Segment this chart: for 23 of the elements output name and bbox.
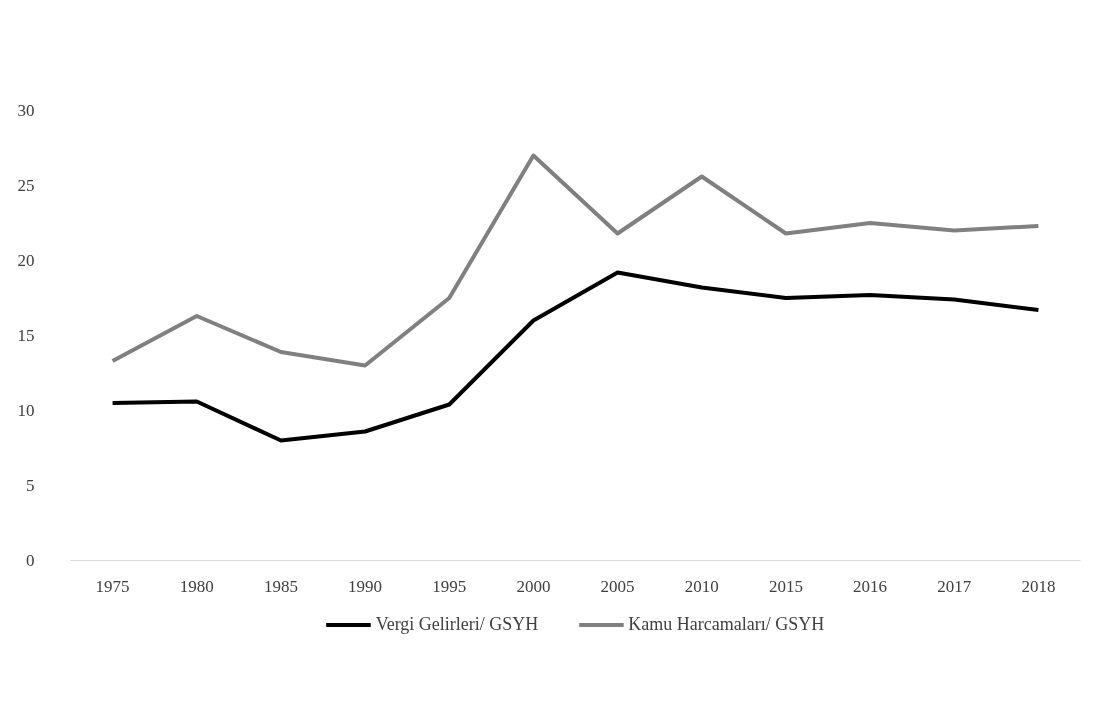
- y-tick-label: 0: [26, 551, 35, 570]
- y-tick-label: 25: [17, 176, 35, 195]
- y-tick-label: 20: [17, 251, 35, 270]
- x-tick-label: 1985: [263, 576, 298, 596]
- x-tick-label: 2000: [516, 576, 551, 596]
- line-series: [110, 270, 1041, 443]
- x-tick-label: 2005: [600, 576, 635, 596]
- x-tick-label: 2018: [1021, 576, 1056, 596]
- x-tick-label: 1995: [432, 576, 467, 596]
- x-tick-label: 2010: [684, 576, 719, 596]
- x-tick-label: 1975: [95, 576, 130, 596]
- legend-label: Vergi Gelirleri/ GSYH: [375, 613, 539, 635]
- x-tick-label: 2017: [937, 576, 972, 596]
- y-tick-label: 5: [26, 476, 35, 495]
- legend-label: Kamu Harcamaları/ GSYH: [628, 613, 825, 635]
- x-tick-label: 2016: [853, 576, 888, 596]
- x-tick-label: 1990: [348, 576, 383, 596]
- line-series: [110, 153, 1041, 368]
- y-tick-label: 10: [17, 401, 35, 420]
- y-tick-label: 15: [17, 326, 35, 345]
- x-tick-label: 2015: [768, 576, 803, 596]
- x-tick-label: 1980: [179, 576, 214, 596]
- y-tick-label: 30: [17, 101, 35, 120]
